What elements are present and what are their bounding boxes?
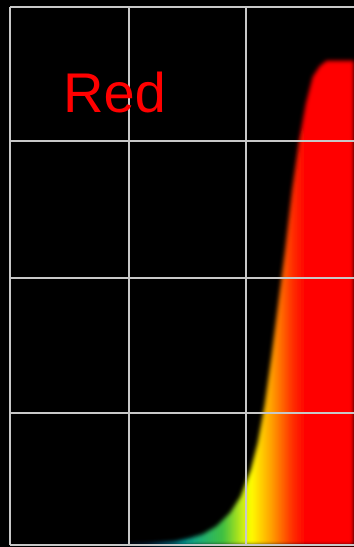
chart-title: Red <box>63 61 166 124</box>
red-response-area <box>10 60 354 546</box>
grid-lines <box>9 6 354 546</box>
